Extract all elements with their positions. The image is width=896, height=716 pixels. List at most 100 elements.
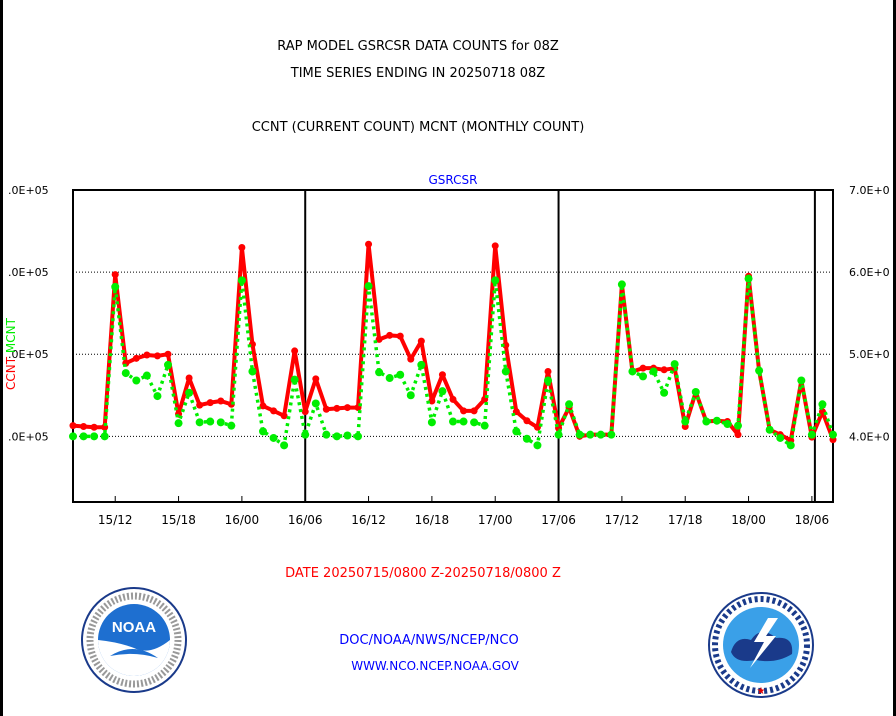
data-point-mcnt [575,430,584,439]
data-point-mcnt [248,367,257,376]
data-point-mcnt [470,418,479,427]
data-point-ccnt [523,417,531,425]
data-point-ccnt [428,397,436,405]
data-point-ccnt [460,407,468,415]
data-point-mcnt [734,421,742,430]
data-point-ccnt [544,367,552,375]
data-point-mcnt [322,430,331,439]
nws-logo: ★ [708,592,814,698]
left-tick-label: .0E+05 [8,430,49,443]
data-point-ccnt [491,242,499,250]
data-point-mcnt [596,430,605,439]
data-point-ccnt [343,404,351,412]
data-point-mcnt [438,387,447,396]
data-point-ccnt [502,341,510,349]
x-tick-label: 17/06 [541,513,576,527]
x-tick-label: 17/00 [478,513,513,527]
data-point-mcnt [227,421,236,430]
data-point-mcnt [343,431,352,440]
x-tick-label: 18/00 [731,513,766,527]
data-point-mcnt [206,417,215,426]
data-point-ccnt [322,405,330,413]
date-range: DATE 20250715/0800 Z-20250718/0800 Z [285,566,561,581]
data-point-ccnt [185,374,193,382]
x-tick-label: 15/12 [98,513,133,527]
right-border [893,0,896,716]
series-line-ccnt [72,242,835,443]
data-point-ccnt [111,271,119,279]
data-point-mcnt [153,392,162,401]
data-point-mcnt [723,420,732,428]
data-point-ccnt [417,337,425,345]
data-point-mcnt [786,441,795,450]
data-point-mcnt [417,360,426,369]
data-point-mcnt [459,417,468,426]
left-border [0,0,3,716]
time-series-chart: GSRCSR .0E+05 7.0E+0 .0E+05 6.0E+0 .0E+05 5.0E… [8,173,890,527]
data-point-mcnt [375,368,384,377]
data-point-mcnt [765,425,774,434]
data-point-mcnt [69,432,77,441]
data-point-ccnt [396,332,404,340]
x-tick-label: 16/00 [225,513,260,527]
x-tick-label: 16/12 [351,513,386,527]
svg-text:★: ★ [757,686,766,697]
data-point-mcnt [744,274,753,283]
data-point-ccnt [470,407,478,415]
data-point-mcnt [712,416,721,425]
data-point-ccnt [90,423,98,431]
data-point-ccnt [164,350,172,358]
x-tick-label: 15/18 [161,513,196,527]
data-point-mcnt [681,417,690,426]
data-point-mcnt [491,276,500,285]
data-point-mcnt [544,376,552,385]
title-line-2: TIME SERIES ENDING IN 20250718 08Z [290,66,546,81]
data-point-ccnt [196,401,204,409]
left-tick-label: .0E+05 [8,266,49,279]
data-point-mcnt [132,376,141,385]
data-point-ccnt [259,402,267,410]
noaa-logo: NOAA [81,587,187,693]
data-point-mcnt [269,433,278,442]
data-point-mcnt [670,360,679,369]
data-point-ccnt [153,352,161,360]
y-label-ccnt: CCNT [4,356,18,390]
data-point-mcnt [301,430,310,439]
data-point-mcnt [660,388,669,397]
data-point-mcnt [522,434,531,443]
data-point-mcnt [259,427,267,436]
data-point-ccnt [238,243,246,251]
data-point-ccnt [639,364,647,372]
data-point-mcnt [195,418,204,427]
data-point-mcnt [121,369,130,378]
data-point-mcnt [533,441,542,450]
data-point-ccnt [143,351,151,359]
data-point-mcnt [554,430,563,439]
data-point-mcnt [649,367,658,376]
data-point-ccnt [291,347,299,355]
series-ccnt [69,240,837,444]
title-line-1: RAP MODEL GSRCSR DATA COUNTS for 08Z [277,39,559,54]
data-point-ccnt [438,371,446,379]
y-label-mcnt: MCNT [4,318,18,354]
right-tick-label: 4.0E+0 [849,430,890,443]
data-point-mcnt [79,432,88,441]
x-tick-label: 17/18 [668,513,703,527]
right-tick-label: 6.0E+0 [849,266,890,279]
data-point-mcnt [501,367,510,376]
data-point-ccnt [301,408,309,416]
data-point-mcnt [385,374,394,383]
data-point-ccnt [660,366,668,374]
data-point-mcnt [185,388,194,397]
data-point-mcnt [174,419,183,428]
data-point-mcnt [396,370,405,379]
data-point-mcnt [512,427,521,436]
series-mcnt [69,274,837,450]
right-tick-label: 5.0E+0 [849,348,890,361]
data-point-mcnt [90,432,99,441]
data-point-mcnt [237,276,246,285]
data-point-mcnt [818,400,827,409]
data-point-mcnt [639,372,647,381]
data-point-mcnt [617,280,626,289]
footer-url[interactable]: WWW.NCO.NCEP.NOAA.GOV [351,659,519,673]
